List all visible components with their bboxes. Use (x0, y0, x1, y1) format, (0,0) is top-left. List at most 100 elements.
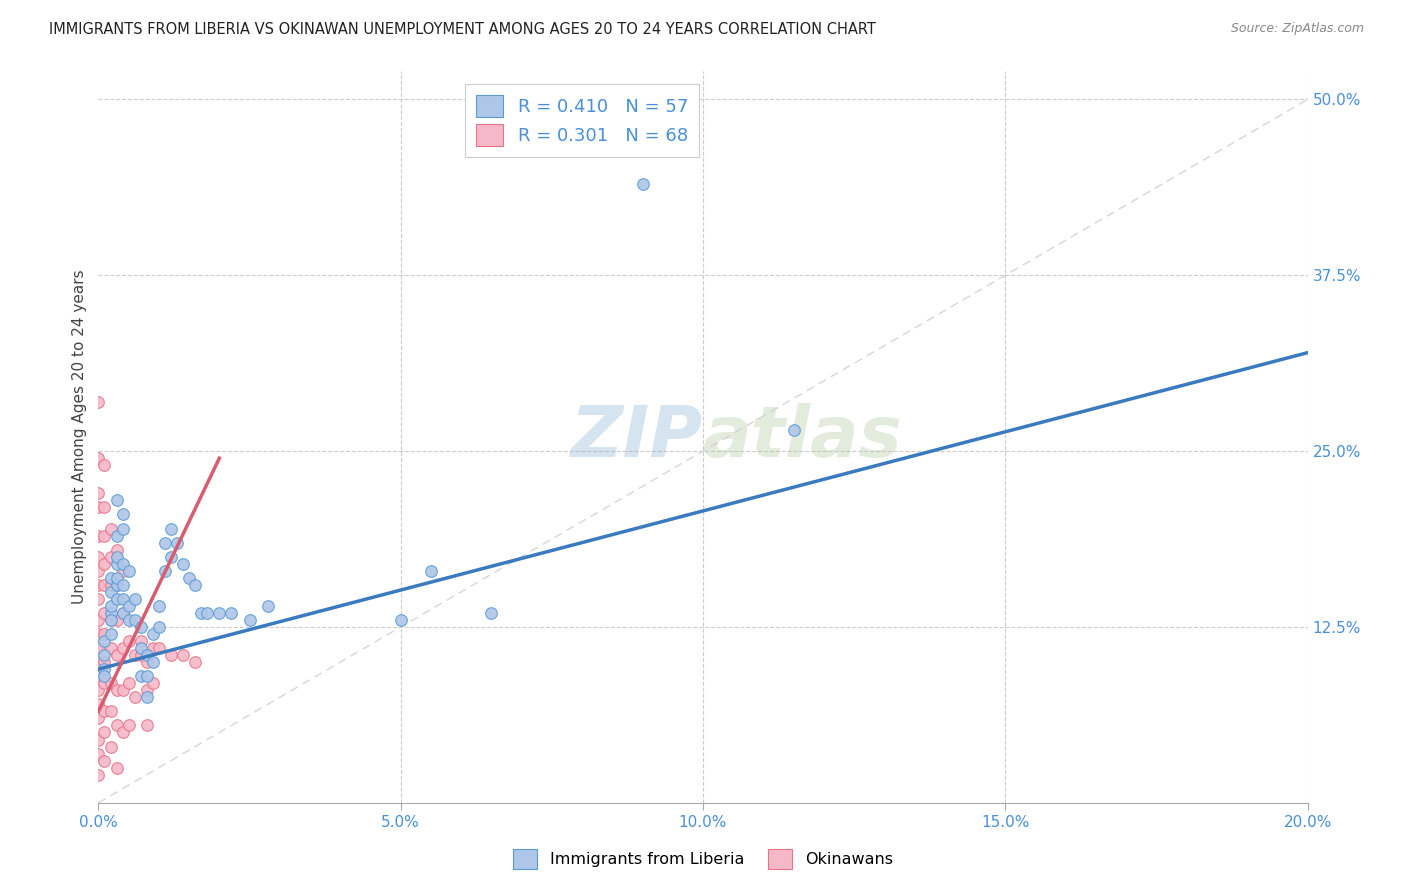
Point (221, 606, 243, 620)
Point (111, 578, 134, 592)
Legend: R = 0.410   N = 57, R = 0.301   N = 68: R = 0.410 N = 57, R = 0.301 N = 68 (465, 84, 699, 157)
Point (195, 606, 218, 620)
Text: ZIP: ZIP (571, 402, 703, 472)
Point (100, 606, 122, 620)
Point (111, 641, 134, 656)
Point (124, 613, 146, 627)
Point (87, 613, 110, 627)
Point (111, 564, 134, 578)
Point (87, 486, 110, 500)
Text: atlas: atlas (703, 402, 903, 472)
Point (87, 669, 110, 683)
Point (142, 641, 165, 656)
Point (129, 634, 152, 648)
Legend: Immigrants from Liberia, Okinawans: Immigrants from Liberia, Okinawans (506, 843, 900, 875)
Point (87, 549, 110, 564)
Point (87, 747, 110, 761)
Point (93, 655, 115, 669)
Point (87, 655, 110, 669)
Point (111, 521, 134, 535)
Point (172, 557, 194, 571)
Point (105, 528, 128, 542)
Point (179, 571, 201, 585)
Point (87, 451, 110, 466)
Text: Source: ZipAtlas.com: Source: ZipAtlas.com (1230, 22, 1364, 36)
Point (105, 557, 128, 571)
Point (87, 683, 110, 698)
Point (87, 500, 110, 515)
Point (93, 648, 115, 662)
Point (111, 591, 134, 606)
Point (105, 648, 128, 662)
Point (153, 564, 176, 578)
Point (420, 564, 443, 578)
Point (105, 578, 128, 592)
Point (100, 627, 122, 641)
Point (160, 549, 183, 564)
Point (87, 395, 110, 409)
Y-axis label: Unemployment Among Ages 20 to 24 years: Unemployment Among Ages 20 to 24 years (72, 269, 87, 605)
Point (87, 711, 110, 725)
Point (142, 627, 165, 641)
Point (93, 557, 115, 571)
Point (481, 606, 503, 620)
Point (93, 634, 115, 648)
Point (93, 500, 115, 515)
Point (135, 669, 157, 683)
Point (129, 648, 152, 662)
Point (129, 641, 152, 656)
Point (87, 591, 110, 606)
Point (100, 641, 122, 656)
Point (142, 655, 165, 669)
Point (93, 662, 115, 676)
Point (135, 648, 157, 662)
Point (129, 620, 152, 634)
Point (148, 641, 170, 656)
Point (389, 613, 412, 627)
Point (118, 634, 141, 648)
Point (111, 557, 134, 571)
Point (172, 648, 194, 662)
Point (111, 683, 134, 698)
Point (135, 683, 157, 698)
Point (93, 676, 115, 690)
Point (153, 535, 176, 549)
Point (100, 521, 122, 535)
Point (111, 606, 134, 620)
Point (105, 761, 128, 775)
Point (118, 564, 141, 578)
Point (124, 648, 146, 662)
Point (142, 676, 165, 690)
Point (100, 676, 122, 690)
Point (105, 542, 128, 557)
Point (87, 767, 110, 781)
Point (118, 718, 141, 732)
Point (208, 606, 231, 620)
Point (111, 725, 134, 739)
Point (166, 535, 188, 549)
Point (148, 599, 170, 613)
Point (100, 599, 122, 613)
Point (190, 606, 212, 620)
Point (105, 549, 128, 564)
Point (100, 549, 122, 564)
Point (118, 676, 141, 690)
Point (184, 655, 207, 669)
Point (93, 669, 115, 683)
Point (184, 578, 207, 592)
Point (100, 705, 122, 719)
Point (87, 578, 110, 592)
Point (256, 599, 278, 613)
Point (93, 606, 115, 620)
Point (100, 613, 122, 627)
Point (105, 591, 128, 606)
Point (100, 613, 122, 627)
Point (118, 613, 141, 627)
Point (93, 725, 115, 739)
Point (124, 690, 146, 705)
Point (93, 627, 115, 641)
Point (105, 718, 128, 732)
Point (100, 584, 122, 599)
Point (783, 423, 806, 437)
Point (160, 648, 183, 662)
